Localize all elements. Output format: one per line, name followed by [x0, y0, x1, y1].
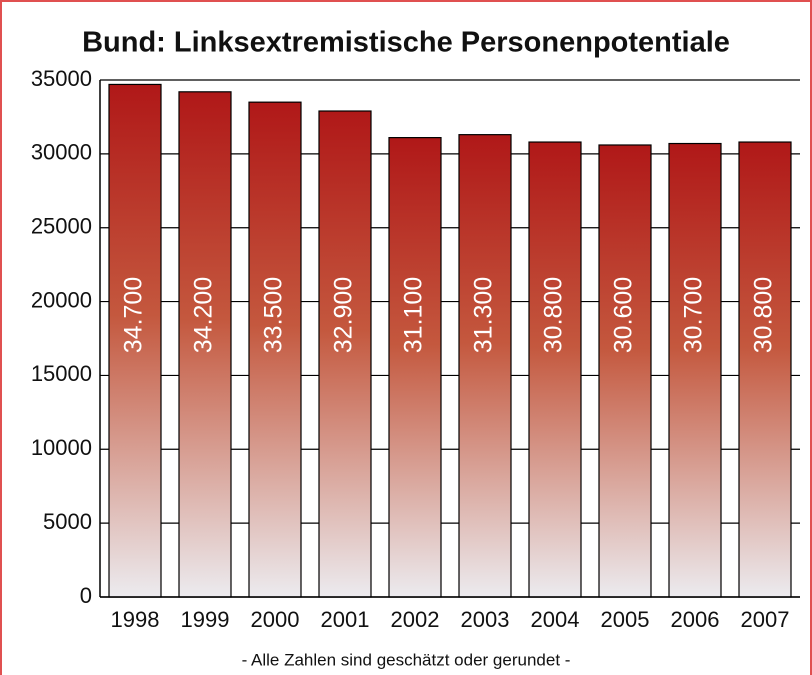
- chart-title: Bund: Linksextremistische Personenpotent…: [82, 27, 730, 59]
- y-tick-label: 5000: [43, 509, 92, 534]
- bar: [318, 110, 372, 598]
- bar: [108, 83, 162, 598]
- value-label: 30.800: [540, 277, 568, 353]
- value-label: 33.500: [260, 277, 288, 353]
- x-tick-label: 2001: [321, 607, 370, 632]
- value-label: 34.200: [190, 277, 218, 353]
- y-tick-label: 10000: [31, 435, 92, 460]
- y-tick-label: 20000: [31, 287, 92, 312]
- bar: [178, 91, 232, 598]
- value-label: 34.700: [120, 277, 148, 353]
- x-tick-label: 2003: [461, 607, 510, 632]
- bar: [668, 142, 722, 598]
- footnote: - Alle Zahlen sind geschätzt oder gerund…: [242, 650, 571, 669]
- y-tick-label: 30000: [31, 140, 92, 165]
- bar: [738, 141, 792, 598]
- x-tick-label: 2004: [531, 607, 580, 632]
- value-label: 31.100: [400, 277, 428, 353]
- x-tick-label: 2006: [671, 607, 720, 632]
- x-tick-label: 1999: [181, 607, 230, 632]
- bar: [598, 144, 652, 598]
- x-tick-label: 2007: [741, 607, 790, 632]
- value-label: 31.300: [470, 277, 498, 353]
- y-tick-label: 25000: [31, 214, 92, 239]
- x-tick-label: 2000: [251, 607, 300, 632]
- y-tick-label: 0: [80, 583, 92, 608]
- value-label: 30.700: [680, 277, 708, 353]
- value-label: 30.600: [610, 277, 638, 353]
- x-tick-label: 1998: [111, 607, 160, 632]
- bar: [528, 141, 582, 598]
- x-tick-label: 2005: [601, 607, 650, 632]
- x-tick-label: 2002: [391, 607, 440, 632]
- bar: [388, 137, 442, 598]
- value-label: 32.900: [330, 277, 358, 353]
- value-label: 30.800: [750, 277, 778, 353]
- bar: [458, 134, 512, 598]
- y-tick-label: 15000: [31, 361, 92, 386]
- y-tick-label: 35000: [31, 66, 92, 91]
